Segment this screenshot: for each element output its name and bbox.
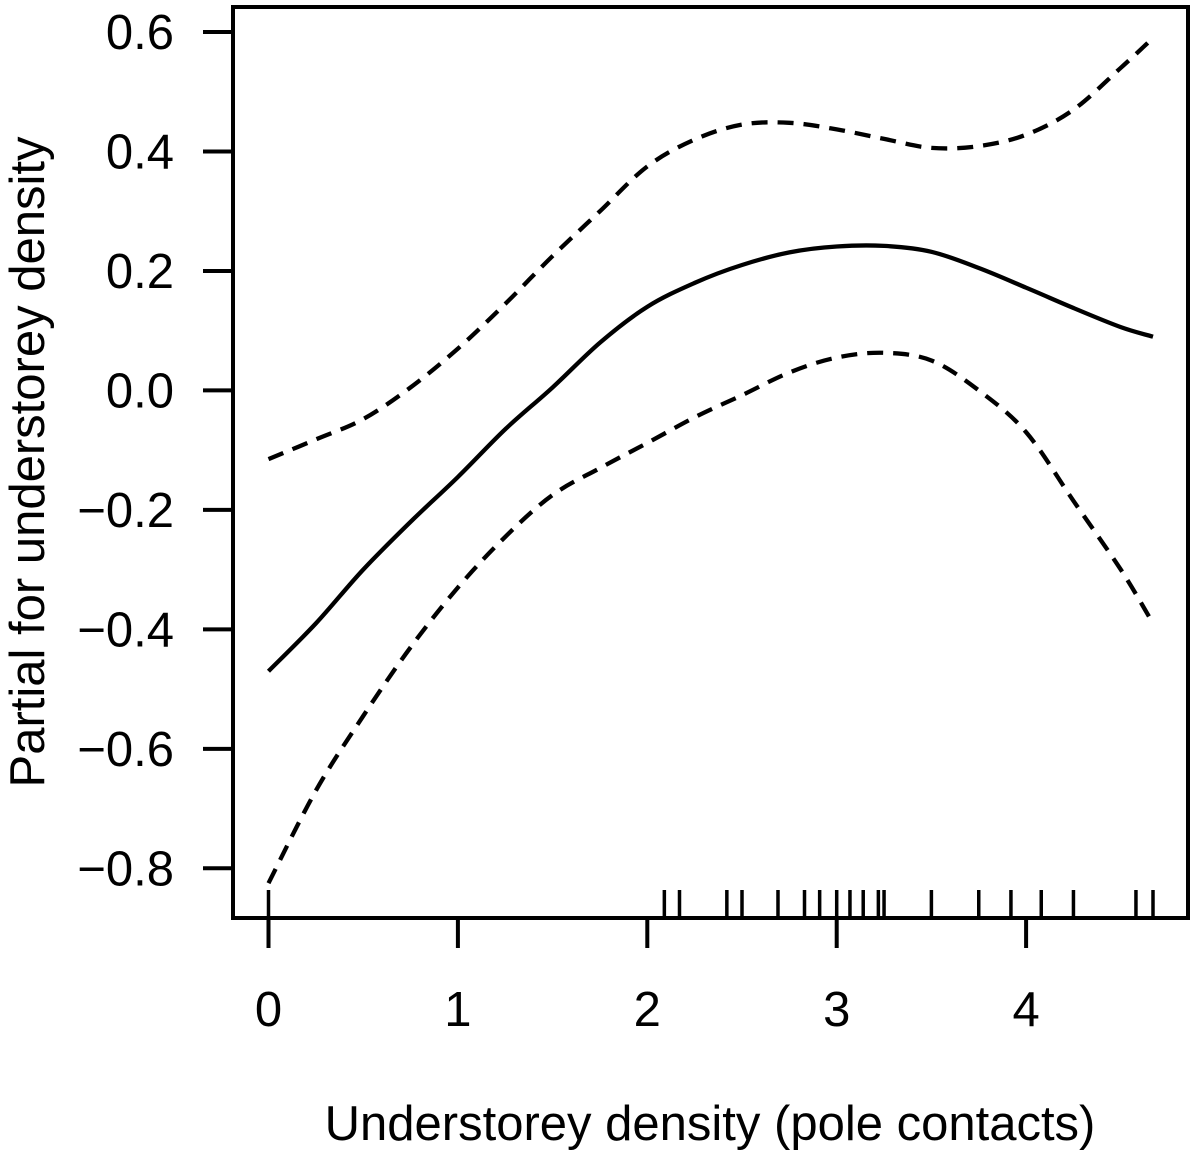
x-tick-label: 1: [444, 983, 471, 1037]
y-tick-label: −0.8: [77, 842, 174, 896]
lower-confidence-line: [266, 350, 1155, 885]
y-tick-label: 0.4: [106, 125, 174, 179]
y-axis-title: Partial for understorey density: [1, 136, 55, 787]
x-tick-label: 2: [634, 983, 661, 1037]
curves: [266, 36, 1155, 885]
y-tick-label: −0.6: [77, 723, 174, 777]
x-axis-title: Understorey density (pole contacts): [325, 1097, 1096, 1151]
x-tick-label: 0: [255, 983, 282, 1037]
x-tick-label: 4: [1012, 983, 1039, 1037]
plot-box: [231, 5, 1190, 920]
y-tick-label: −0.4: [77, 603, 174, 657]
fitted-line: [266, 243, 1154, 673]
y-axis: 0.6 0.4 0.2 0.0 −0.2 −0.4 −0.6 −0.8: [77, 6, 233, 896]
y-tick-label: −0.2: [77, 484, 174, 538]
upper-confidence-line: [267, 36, 1155, 462]
rug-marks: [266, 890, 1155, 918]
y-tick-label: 0.2: [106, 245, 174, 299]
x-axis: 0 1 2 3 4: [255, 918, 1040, 1037]
x-tick-label: 3: [823, 983, 850, 1037]
y-tick-label: 0.0: [106, 364, 174, 418]
y-tick-label: 0.6: [106, 6, 174, 60]
